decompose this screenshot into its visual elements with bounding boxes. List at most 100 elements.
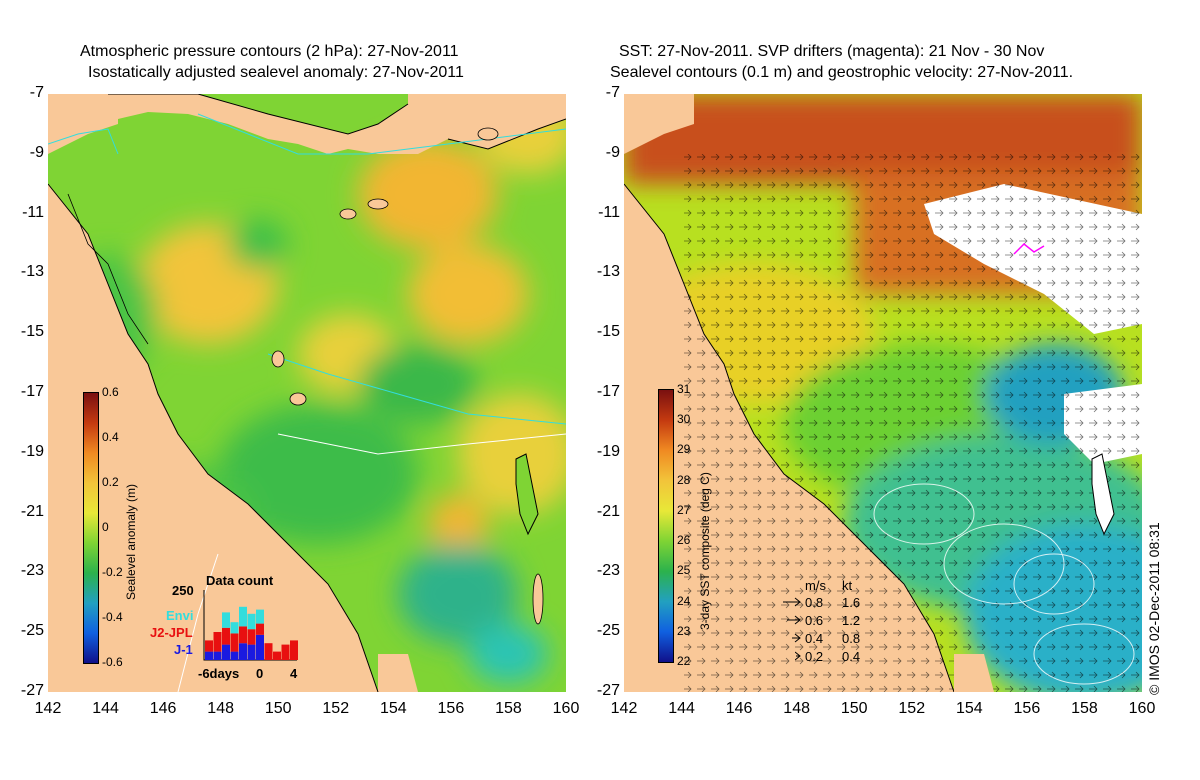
right-title-line1: SST: 27-Nov-2011. SVP drifters (magenta)…	[619, 43, 1045, 60]
right-lon-tick: 154	[955, 700, 983, 717]
data-count-bar-envi	[256, 609, 264, 624]
right-lon-tick: 148	[783, 700, 810, 717]
sst-colorbar-tick: 22	[677, 654, 691, 668]
left-lat-tick: -27	[20, 682, 44, 699]
right-lon-tick: 152	[898, 700, 926, 717]
data-count-bar-j2	[230, 633, 239, 652]
data-count-bar-j2	[264, 643, 273, 660]
velocity-legend-ms: 0.6	[805, 613, 824, 628]
left-lon-tick: 146	[149, 700, 177, 717]
data-count-bar-j2	[256, 623, 264, 635]
sst-colorbar-tick: 23	[677, 623, 691, 638]
data-count-bar-envi	[230, 622, 239, 634]
left-lon-tick: 158	[495, 700, 522, 717]
velocity-legend-kt: 1.2	[842, 613, 861, 628]
data-count-x-label: 4	[290, 666, 298, 681]
velocity-legend-ms: 0.4	[805, 631, 824, 646]
right-lon-tick: 142	[610, 700, 638, 717]
sealevel-colorbar-label: Sealevel anomaly (m)	[124, 483, 138, 600]
velocity-arrow-icon	[786, 613, 802, 630]
left-lat-tick: -19	[20, 442, 44, 460]
imos-credit: © IMOS 02-Dec-2011 08:31	[1146, 522, 1162, 695]
right-lon-tick: 158	[1071, 700, 1098, 717]
velocity-legend-ms: 0.8	[805, 595, 824, 610]
data-count-bar-j1	[213, 651, 222, 660]
velocity-legend-ms-header: m/s	[805, 578, 826, 593]
left-lat-tick: -15	[20, 323, 44, 341]
velocity-arrow-icon	[782, 595, 802, 612]
data-count-chart	[203, 590, 298, 661]
right-lon-tick: 144	[668, 700, 695, 717]
left-lat-tick: -23	[20, 562, 44, 580]
sst-map-graphic	[624, 94, 1142, 692]
sst-colorbar-tick: 28	[677, 472, 691, 487]
left-title-line1: Atmospheric pressure contours (2 hPa): 2…	[80, 43, 459, 60]
sealevel-colorbar-tick: 0	[102, 520, 109, 534]
sst-colorbar-tick: 31	[677, 382, 691, 396]
right-lat-tick: -19	[596, 442, 620, 460]
left-lat-tick: -25	[20, 622, 44, 640]
right-lon-tick: 160	[1128, 700, 1156, 717]
data-count-bar-envi	[247, 613, 256, 630]
velocity-legend-kt: 1.6	[842, 595, 861, 610]
sst-colorbar-tick: 30	[677, 412, 691, 427]
data-count-x-label: -6days	[198, 666, 240, 681]
data-count-bar-j1	[205, 651, 213, 660]
data-count-ymax: 250	[172, 583, 194, 598]
right-lat-tick: -21	[596, 502, 620, 520]
left-lon-tick: 154	[379, 700, 407, 717]
right-lat-tick: -27	[596, 682, 620, 699]
sst-map	[624, 94, 1142, 692]
velocity-arrow-icon	[794, 649, 802, 666]
sst-colorbar-tick: 27	[677, 502, 691, 517]
velocity-arrow-icon	[791, 631, 802, 648]
data-count-bar-j1	[256, 634, 264, 660]
sst-colorbar-label: 3-day SST composite (deg C)	[698, 472, 712, 630]
left-lat-tick: -11	[22, 203, 44, 221]
sealevel-colorbar-tick: 0.2	[102, 475, 119, 489]
sealevel-colorbar-tick: 0.6	[102, 385, 119, 399]
right-lon-tick: 156	[1013, 700, 1041, 717]
data-count-bar-j1	[230, 651, 239, 660]
sst-colorbar-tick: 25	[677, 563, 691, 578]
left-lon-tick: 152	[322, 700, 350, 717]
right-lat-tick: -9	[605, 143, 620, 161]
right-lat-tick: -7	[605, 84, 620, 101]
data-count-bar-j1	[239, 643, 247, 660]
velocity-legend-kt: 0.4	[842, 649, 861, 664]
left-lon-tick: 148	[207, 700, 234, 717]
left-lon-tick: 150	[264, 700, 292, 717]
data-count-x-label: 0	[256, 666, 264, 681]
data-count-bar-j2	[290, 640, 298, 660]
data-count-bar-j2	[281, 644, 290, 660]
sealevel-anomaly-map	[48, 94, 566, 692]
left-lat-tick: -17	[20, 383, 44, 400]
data-count-bar-j1	[222, 644, 230, 660]
velocity-legend-kt-header: kt	[842, 578, 853, 593]
data-count-bar-j2	[213, 632, 222, 652]
right-lat-tick: -15	[596, 323, 620, 341]
velocity-legend-kt: 0.8	[842, 631, 861, 646]
data-count-legend-item: J-1	[174, 642, 193, 657]
right-lat-tick: -17	[596, 383, 620, 400]
left-lon-tick: 144	[92, 700, 119, 717]
sst-colorbar-tick: 26	[677, 533, 691, 548]
data-count-legend-item: J2-JPL	[150, 625, 193, 640]
right-lon-tick: 146	[725, 700, 753, 717]
data-count-bar-j2	[239, 626, 247, 644]
data-count-bar-j2	[273, 651, 281, 660]
left-title-line2: Isostatically adjusted sealevel anomaly:…	[88, 64, 464, 81]
data-count-bar-envi	[239, 606, 247, 627]
right-title-line2: Sealevel contours (0.1 m) and geostrophi…	[610, 64, 1074, 81]
right-lat-tick: -13	[596, 263, 620, 281]
left-lat-tick: -13	[20, 263, 44, 281]
data-count-title: Data count	[206, 573, 274, 588]
right-lat-tick: -23	[596, 562, 620, 580]
sealevel-colorbar	[83, 392, 99, 664]
left-lat-tick: -21	[20, 502, 44, 520]
left-lon-tick: 156	[437, 700, 465, 717]
data-count-bar-j1	[247, 644, 256, 660]
data-count-bar-j2	[205, 640, 213, 652]
velocity-legend-ms: 0.2	[805, 649, 824, 664]
left-lat-tick: -9	[29, 143, 44, 161]
